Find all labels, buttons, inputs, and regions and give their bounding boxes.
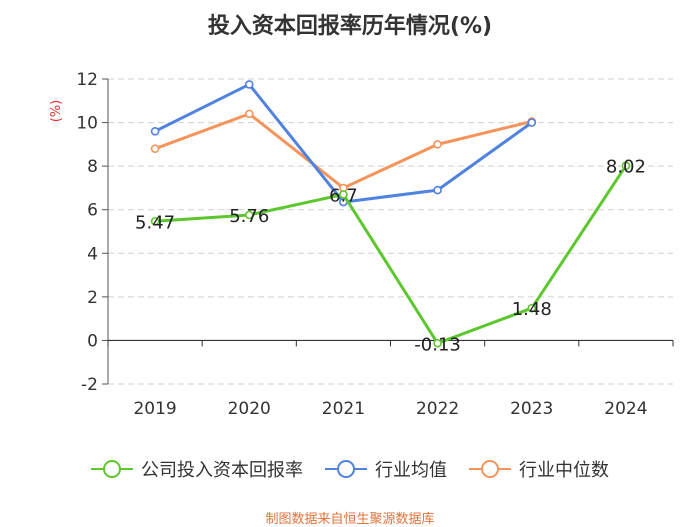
data-point [621, 161, 631, 171]
series-line [154, 112, 533, 190]
axes: -2 0 2 4 6 8 10 12 (%) 2019 2020 2021 2022 2023 2024 [49, 70, 674, 419]
data-label: -0.13 [414, 334, 461, 355]
data-point [433, 140, 442, 149]
data-point [150, 126, 160, 136]
source-credit: 制图数据来自恒生聚源数据库 [265, 512, 435, 527]
x-tick-label: 2023 [510, 399, 553, 419]
y-tick-label: 8 [87, 157, 98, 177]
data-label: 1.48 [512, 299, 552, 320]
y-axis-label: (%) [49, 100, 64, 123]
x-tick-label: 2022 [416, 399, 459, 419]
data-point [244, 80, 254, 89]
legend-swatch [91, 460, 133, 478]
data-point [244, 210, 254, 220]
legend-swatch [469, 460, 511, 478]
y-tick-label: 12 [76, 70, 98, 90]
series-lines [150, 80, 631, 348]
data-point [433, 185, 442, 195]
legend-label: 行业中位数 [519, 460, 609, 481]
x-tick-label: 2019 [133, 399, 176, 419]
y-tick-label: 0 [87, 331, 98, 351]
data-label: 5.76 [229, 206, 269, 227]
data-label: 8.02 [606, 157, 646, 178]
data-point [244, 109, 254, 119]
data-label: 6.7 [329, 185, 358, 206]
gridlines [108, 78, 673, 385]
legend-item[interactable]: 行业中位数 [469, 456, 609, 482]
data-label: 5.47 [135, 212, 175, 233]
y-tick-label: 10 [76, 114, 98, 134]
legend-label: 公司投入资本回报率 [141, 460, 303, 481]
y-tick-label: 4 [87, 244, 98, 264]
legend-swatch [325, 460, 367, 478]
data-point [527, 118, 537, 127]
x-tick-label: 2024 [604, 399, 647, 419]
legend: 公司投入资本回报率 行业均值 行业中位数 [0, 455, 700, 483]
data-labels: 5.47 5.76 6.7 -0.13 1.48 8.02 [135, 157, 646, 356]
legend-item[interactable]: 行业均值 [325, 456, 447, 482]
x-tick-label: 2020 [228, 399, 271, 419]
y-tick-label: 2 [87, 288, 98, 308]
series-line [154, 164, 628, 345]
legend-label: 行业均值 [375, 460, 447, 481]
data-point [433, 338, 442, 348]
data-point [150, 144, 160, 154]
data-point [339, 190, 348, 199]
data-point [527, 303, 537, 313]
chart-title: 投入资本回报率历年情况(%) [207, 14, 493, 39]
data-point [150, 216, 160, 226]
y-tick-label: -2 [81, 375, 98, 395]
legend-item[interactable]: 公司投入资本回报率 [91, 456, 303, 482]
x-tick-label: 2021 [322, 399, 365, 419]
y-tick-label: 6 [87, 201, 98, 221]
